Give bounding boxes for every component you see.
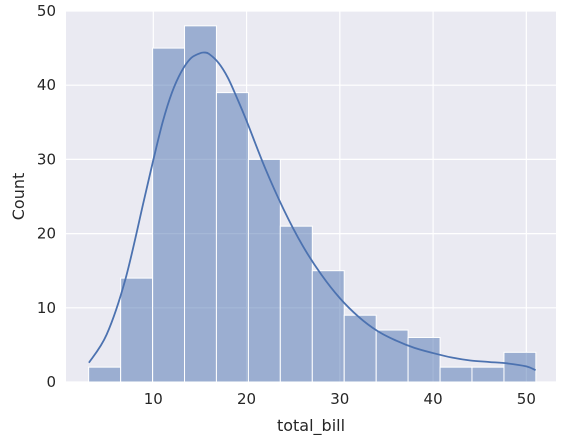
histogram-bar — [343, 314, 377, 383]
histogram-bar — [471, 366, 505, 383]
histogram-bar — [88, 366, 122, 383]
y-tick-label: 10 — [37, 299, 56, 317]
y-tick-label: 0 — [46, 373, 56, 391]
histogram-bar — [152, 47, 186, 383]
y-axis-label: Count — [9, 173, 28, 221]
histogram-bar — [184, 25, 217, 383]
histogram-bar — [439, 366, 473, 383]
y-tick-label: 30 — [37, 150, 56, 168]
y-tick-labels: 0 10 20 30 40 50 — [37, 2, 56, 391]
x-tick-label: 30 — [330, 390, 349, 408]
x-tick-label: 40 — [424, 390, 443, 408]
y-tick-label: 50 — [37, 2, 56, 20]
histogram-bar — [120, 277, 154, 383]
histogram-bar — [407, 336, 441, 383]
kde-curve — [88, 51, 537, 371]
x-tick-label: 50 — [517, 390, 536, 408]
x-tick-labels: 10 20 30 40 50 — [144, 390, 536, 408]
x-tick-label: 10 — [144, 390, 163, 408]
x-axis-label: total_bill — [277, 416, 345, 436]
histogram-bar — [279, 225, 313, 383]
histogram-bar — [215, 92, 249, 383]
y-tick-label: 40 — [37, 76, 56, 94]
y-tick-label: 20 — [37, 225, 56, 243]
histogram-bar — [311, 270, 345, 383]
x-tick-label: 20 — [237, 390, 256, 408]
